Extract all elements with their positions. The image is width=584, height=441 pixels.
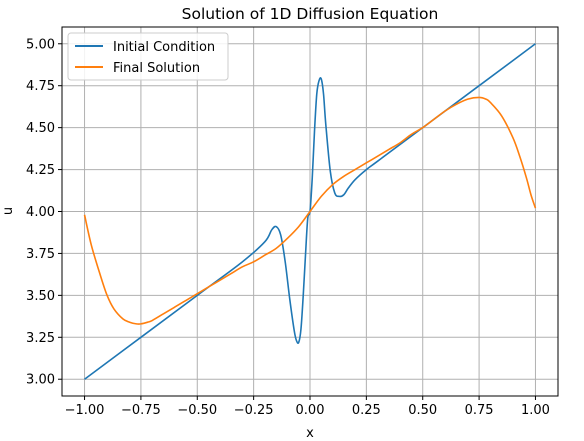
x-axis-label: x bbox=[306, 426, 314, 441]
legend-label-initial-condition: Initial Condition bbox=[113, 40, 215, 55]
x-tick-label: 0.50 bbox=[408, 403, 437, 418]
series-layer bbox=[83, 43, 537, 380]
chart-title: Solution of 1D Diffusion Equation bbox=[182, 5, 439, 23]
x-tick-label: −0.50 bbox=[177, 403, 217, 418]
legend-box bbox=[67, 32, 229, 81]
x-tick-label: 0.75 bbox=[465, 403, 494, 418]
x-tick-label: −0.75 bbox=[121, 403, 161, 418]
y-axis-label: u bbox=[1, 207, 16, 215]
x-tick-label: −0.25 bbox=[234, 403, 274, 418]
y-tick-label: 3.25 bbox=[26, 331, 55, 346]
y-tick-label: 4.25 bbox=[26, 163, 55, 178]
series-line-initial-condition bbox=[84, 43, 536, 380]
y-tick-label: 3.75 bbox=[26, 247, 55, 262]
y-tick-label: 4.00 bbox=[26, 205, 55, 220]
y-tick-label: 5.00 bbox=[26, 37, 55, 52]
series-line-final-solution bbox=[83, 96, 537, 325]
y-tick-label: 3.50 bbox=[26, 289, 55, 304]
x-tick-label: −1.00 bbox=[65, 403, 105, 418]
x-tick-label: 0.25 bbox=[352, 403, 381, 418]
legend: Initial Condition Final Solution bbox=[67, 32, 229, 81]
legend-label-final-solution: Final Solution bbox=[113, 61, 200, 76]
ticks: −1.00 −0.75 −0.50 −0.25 0.00 0.25 0.50 0.75 1.00… bbox=[26, 37, 550, 418]
y-tick-label: 4.75 bbox=[26, 79, 55, 94]
x-tick-label: 0.00 bbox=[296, 403, 325, 418]
y-tick-label: 4.50 bbox=[26, 121, 55, 136]
x-tick-label: 1.00 bbox=[521, 403, 550, 418]
y-tick-label: 3.00 bbox=[26, 373, 55, 388]
